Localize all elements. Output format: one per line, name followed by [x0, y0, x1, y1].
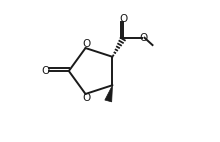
Text: O: O [82, 92, 90, 103]
Text: O: O [139, 33, 148, 43]
Text: O: O [119, 14, 128, 24]
Text: O: O [42, 66, 50, 76]
Polygon shape [105, 85, 112, 102]
Text: O: O [82, 39, 90, 50]
